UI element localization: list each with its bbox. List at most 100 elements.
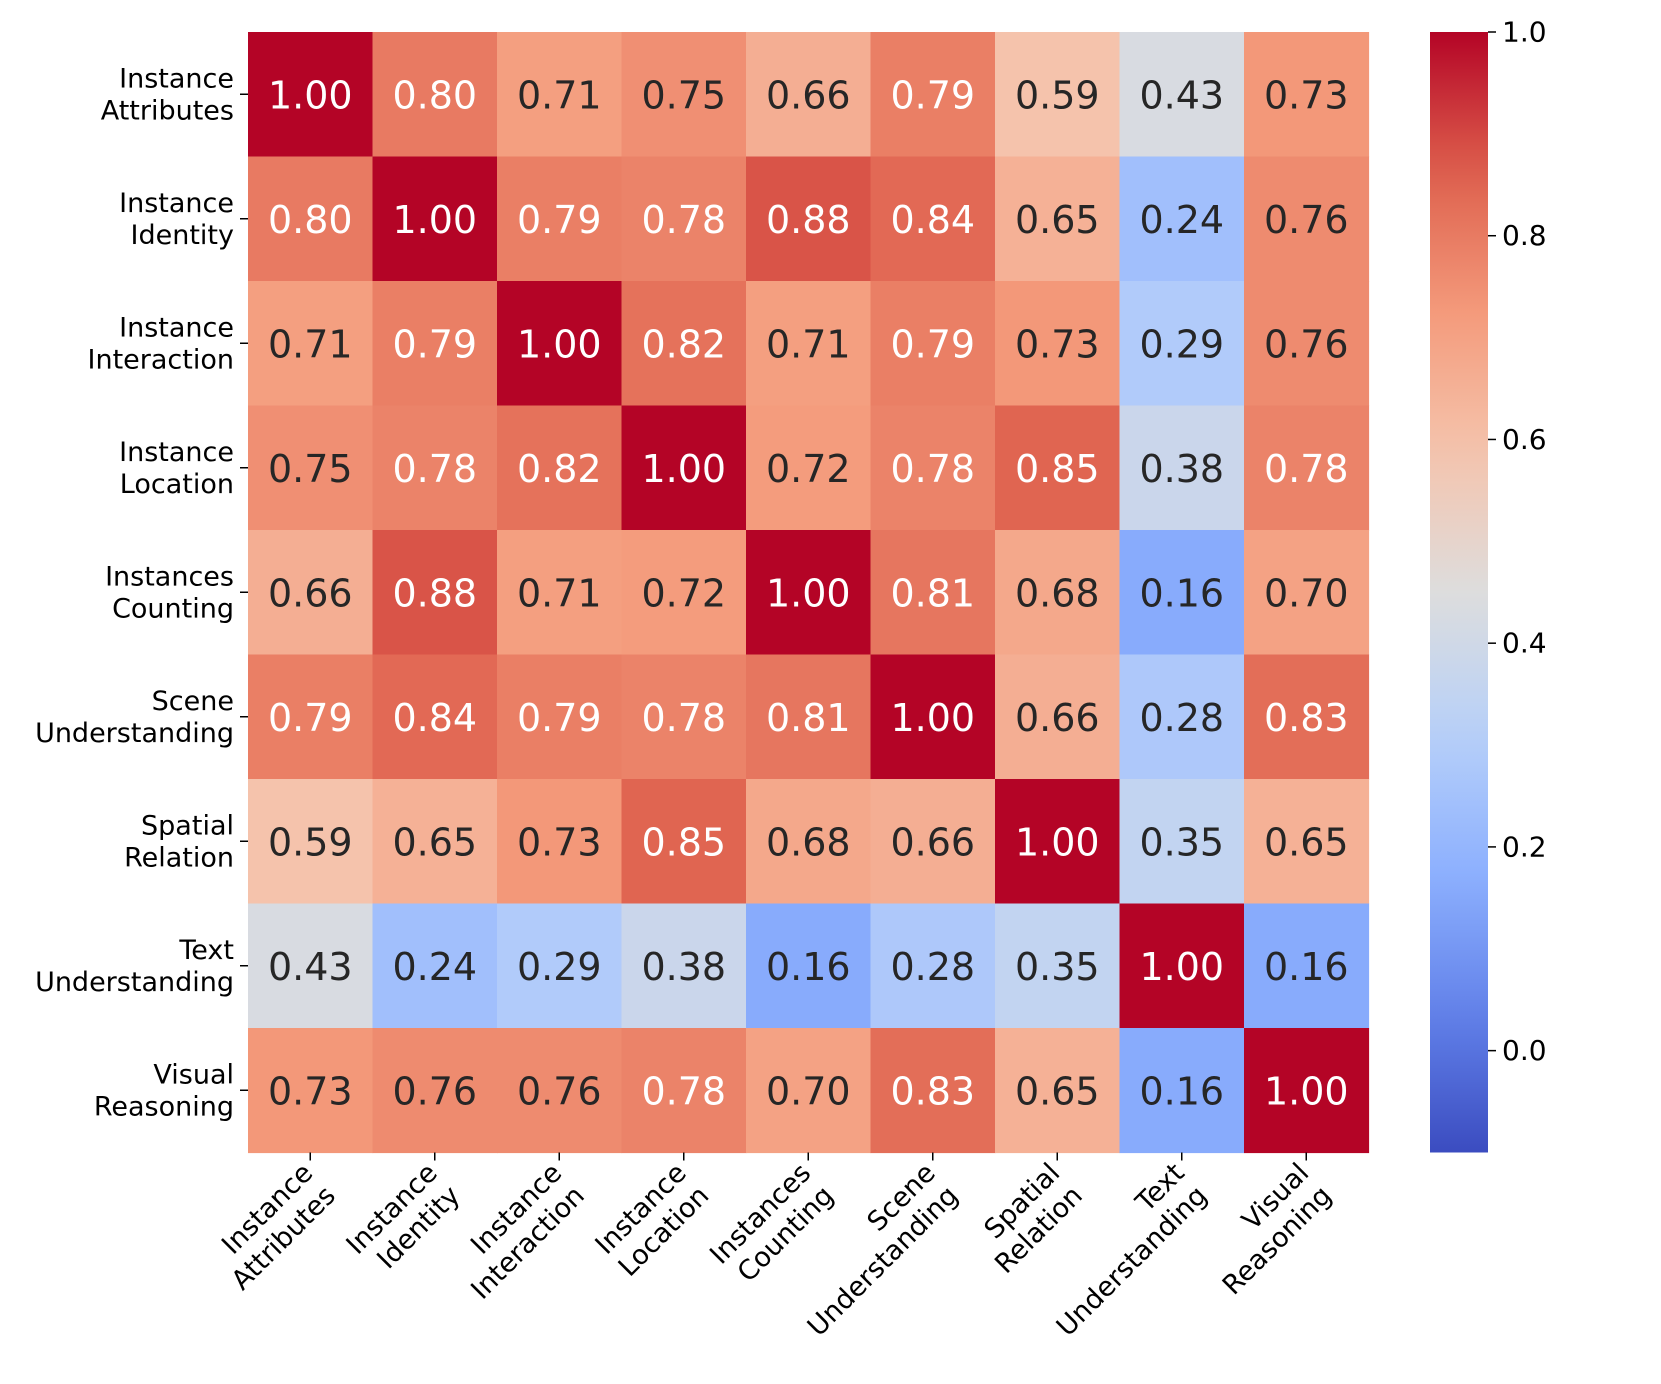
- heatmap-cell-r8-c5: [870, 1028, 996, 1154]
- heatmap-cell-r4-c3: [621, 530, 747, 656]
- heatmap-cell-r1-c2: [497, 156, 623, 282]
- cell-value-r2-c7: 0.29: [1139, 322, 1224, 366]
- heatmap-cell-r1-c8: [1244, 156, 1370, 282]
- cell-value-r7-c1: 0.24: [392, 945, 477, 989]
- cell-value-r6-c2: 0.73: [517, 820, 602, 864]
- cell-value-r0-c2: 0.71: [517, 73, 602, 117]
- heatmap-cell-r8-c0: [248, 1028, 374, 1154]
- heatmap-cell-r0-c8: [1244, 32, 1370, 158]
- cell-value-r3-c4: 0.72: [766, 447, 851, 491]
- cell-value-r0-c6: 0.59: [1015, 73, 1100, 117]
- colorbar-tick-label-4: 0.8: [1502, 219, 1547, 252]
- heatmap-cell-r8-c7: [1119, 1028, 1245, 1154]
- heatmap-cell-r2-c4: [746, 281, 872, 407]
- cell-value-r0-c5: 0.79: [890, 73, 975, 117]
- heatmap-cell-r4-c6: [995, 530, 1121, 656]
- cell-value-r0-c8: 0.73: [1264, 73, 1349, 117]
- cell-value-r8-c4: 0.70: [766, 1069, 851, 1113]
- cell-value-r2-c5: 0.79: [890, 322, 975, 366]
- cell-value-r0-c4: 0.66: [766, 73, 851, 117]
- heatmap-cell-r3-c5: [870, 405, 996, 531]
- cell-value-r1-c5: 0.84: [890, 198, 975, 242]
- cell-value-r4-c2: 0.71: [517, 571, 602, 615]
- heatmap-cell-r5-c6: [995, 654, 1121, 780]
- colorbar-tick-label-2: 0.4: [1502, 627, 1547, 660]
- cell-value-r6-c4: 0.68: [766, 820, 851, 864]
- heatmap-cell-r5-c0: [248, 654, 374, 780]
- cell-value-r5-c3: 0.78: [641, 696, 726, 740]
- cell-value-r2-c2: 1.00: [517, 322, 602, 366]
- heatmap-cell-r7-c4: [746, 903, 872, 1029]
- cell-value-r7-c8: 0.16: [1264, 945, 1349, 989]
- cell-value-r4-c3: 0.72: [641, 571, 726, 615]
- heatmap-cell-r6-c0: [248, 779, 374, 905]
- cell-value-r1-c4: 0.88: [766, 198, 851, 242]
- heatmap-cell-r0-c7: [1119, 32, 1245, 158]
- cell-value-r6-c6: 1.00: [1015, 820, 1100, 864]
- heatmap-cell-r1-c5: [870, 156, 996, 282]
- cell-value-r3-c7: 0.38: [1139, 447, 1224, 491]
- heatmap-cell-r5-c2: [497, 654, 623, 780]
- heatmap-cell-r0-c3: [621, 32, 747, 158]
- cell-value-r8-c3: 0.78: [641, 1069, 726, 1113]
- heatmap-cell-r7-c0: [248, 903, 374, 1029]
- heatmap-cell-r4-c0: [248, 530, 374, 656]
- heatmap-cell-r7-c5: [870, 903, 996, 1029]
- cell-value-r1-c1: 1.00: [392, 198, 477, 242]
- column-labels: InstanceAttributesInstanceIdentityInstan…: [216, 1152, 1338, 1343]
- heatmap-cell-r0-c1: [372, 32, 498, 158]
- cell-value-r7-c0: 0.43: [268, 945, 353, 989]
- heatmap-cell-r3-c2: [497, 405, 623, 531]
- cell-value-r6-c7: 0.35: [1139, 820, 1224, 864]
- heatmap-cell-r7-c8: [1244, 903, 1370, 1029]
- cell-value-r5-c4: 0.81: [766, 696, 851, 740]
- heatmap-cell-r2-c5: [870, 281, 996, 407]
- heatmap-cell-r1-c1: [372, 156, 498, 282]
- cell-value-r7-c7: 1.00: [1139, 945, 1224, 989]
- cell-value-r5-c7: 0.28: [1139, 696, 1224, 740]
- heatmap-cell-r3-c4: [746, 405, 872, 531]
- cell-value-r6-c8: 0.65: [1264, 820, 1349, 864]
- heatmap-cell-r8-c4: [746, 1028, 872, 1154]
- heatmap-cell-r6-c6: [995, 779, 1121, 905]
- cell-value-r6-c5: 0.66: [890, 820, 975, 864]
- heatmap-cell-r5-c8: [1244, 654, 1370, 780]
- cell-value-r1-c3: 0.78: [641, 198, 726, 242]
- cell-value-r1-c2: 0.79: [517, 198, 602, 242]
- cell-value-r0-c1: 0.80: [392, 73, 477, 117]
- cell-value-r0-c7: 0.43: [1139, 73, 1224, 117]
- cell-value-r7-c6: 0.35: [1015, 945, 1100, 989]
- heatmap-cell-r2-c8: [1244, 281, 1370, 407]
- cell-value-r3-c1: 0.78: [392, 447, 477, 491]
- heatmap-cell-r5-c1: [372, 654, 498, 780]
- heatmap-cell-r1-c3: [621, 156, 747, 282]
- heatmap-cell-r7-c6: [995, 903, 1121, 1029]
- cell-value-r2-c3: 0.82: [641, 322, 726, 366]
- cell-value-r7-c5: 0.28: [890, 945, 975, 989]
- cell-value-r8-c0: 0.73: [268, 1069, 353, 1113]
- col-label-2: InstanceInteraction: [443, 1158, 591, 1306]
- heatmap-cell-r8-c1: [372, 1028, 498, 1154]
- cell-value-r8-c1: 0.76: [392, 1069, 477, 1113]
- row-label-4: Instances Counting: [105, 561, 234, 624]
- cell-value-r5-c8: 0.83: [1264, 696, 1349, 740]
- heatmap-cell-r1-c0: [248, 156, 374, 282]
- cell-value-r8-c6: 0.65: [1015, 1069, 1100, 1113]
- row-label-3: Instance Location: [119, 437, 234, 500]
- cell-value-r3-c3: 1.00: [641, 447, 726, 491]
- heatmap-cells: 1.00 0.80 0.71 0.75 0.66 0.79 0.59 0.43 0.73 0.80…: [248, 32, 1370, 1154]
- heatmap-cell-r6-c1: [372, 779, 498, 905]
- heatmap-cell-r7-c7: [1119, 903, 1245, 1029]
- cell-value-r1-c7: 0.24: [1139, 198, 1224, 242]
- cell-value-r8-c2: 0.76: [517, 1069, 602, 1113]
- cell-value-r5-c1: 0.84: [392, 696, 477, 740]
- heatmap-cell-r5-c5: [870, 654, 996, 780]
- cell-value-r5-c0: 0.79: [268, 696, 353, 740]
- colorbar-tick-label-5: 1.0: [1502, 16, 1547, 49]
- heatmap-cell-r3-c8: [1244, 405, 1370, 531]
- cell-value-r3-c5: 0.78: [890, 447, 975, 491]
- heatmap-cell-r0-c5: [870, 32, 996, 158]
- cell-value-r2-c4: 0.71: [766, 322, 851, 366]
- heatmap-cell-r5-c7: [1119, 654, 1245, 780]
- heatmap-cell-r6-c8: [1244, 779, 1370, 905]
